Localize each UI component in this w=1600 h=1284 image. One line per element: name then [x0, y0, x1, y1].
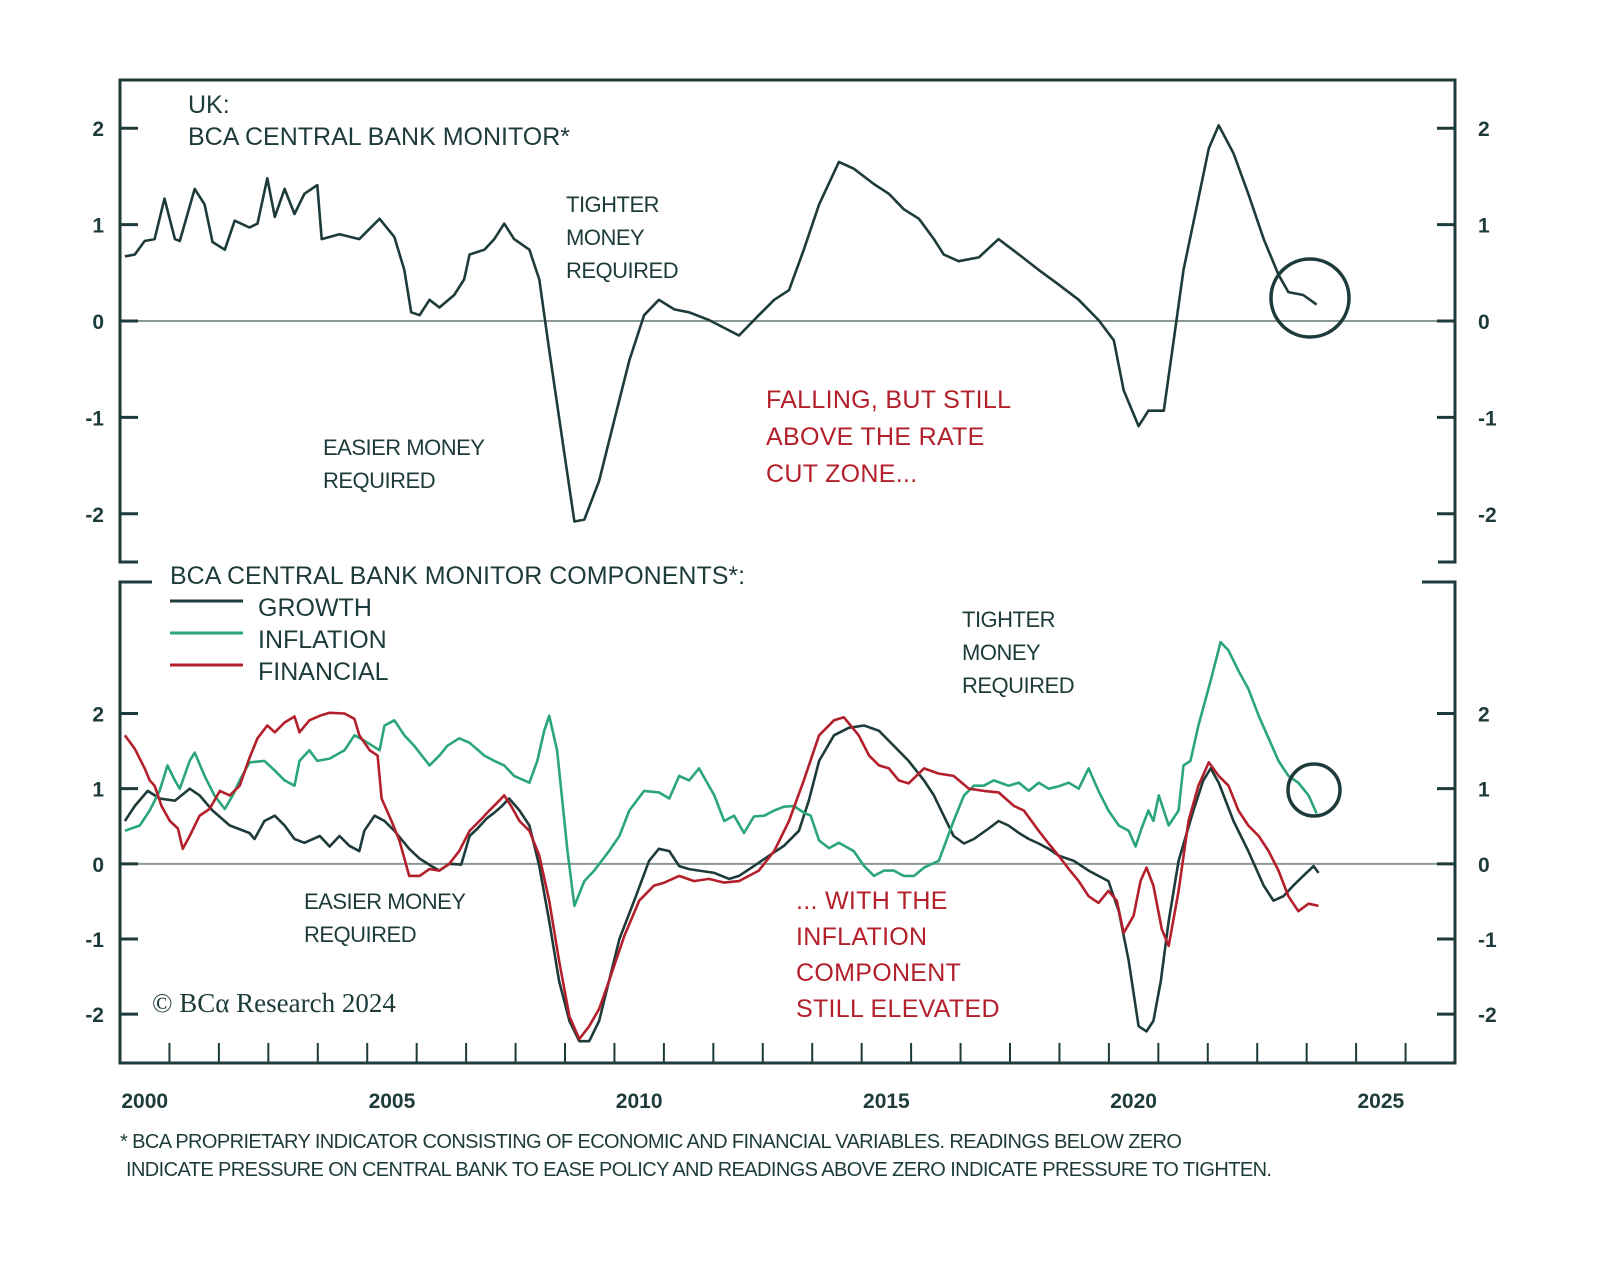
top-easier-label: REQUIRED — [323, 468, 435, 493]
top-left-ytick-label: 1 — [92, 215, 104, 238]
legend-label-growth: GROWTH — [258, 594, 372, 622]
top-red-annotation: CUT ZONE... — [766, 460, 917, 488]
top-right-ytick-label: 2 — [1478, 118, 1490, 141]
bottom-easier-label: EASIER MONEY — [304, 889, 466, 914]
top-tighter-label: MONEY — [566, 225, 645, 250]
bottom-tighter-label: MONEY — [962, 640, 1041, 665]
bottom-tighter-label: TIGHTER — [962, 607, 1055, 632]
top-title-region: UK: — [188, 91, 230, 119]
top-red-annotation: ABOVE THE RATE — [766, 423, 985, 451]
xtick-label: 2005 — [369, 1090, 416, 1113]
top-left-ytick-label: 2 — [92, 118, 104, 141]
top-series-bca-central-bank-monitor — [124, 124, 1318, 523]
top-right-ytick-label: -2 — [1478, 504, 1497, 527]
footnote-line: INDICATE PRESSURE ON CENTRAL BANK TO EAS… — [126, 1159, 1271, 1181]
xtick-label: 2000 — [121, 1090, 168, 1113]
footnote-line: * BCA PROPRIETARY INDICATOR CONSISTING O… — [120, 1131, 1181, 1153]
bottom-left-ytick-label: 0 — [92, 854, 104, 877]
bottom-easier-label: REQUIRED — [304, 922, 416, 947]
bottom-right-ytick-label: -1 — [1478, 929, 1497, 952]
bottom-right-ytick-label: -2 — [1478, 1004, 1497, 1027]
bottom-left-ytick-label: 1 — [92, 779, 104, 802]
bottom-left-ytick-label: -1 — [85, 929, 104, 952]
top-tighter-label: REQUIRED — [566, 258, 678, 283]
bottom-red-annotation: ... WITH THE — [796, 887, 948, 915]
xtick-label: 2010 — [616, 1090, 663, 1113]
top-left-ytick-label: -2 — [85, 504, 104, 527]
top-right-ytick-label: 0 — [1478, 311, 1490, 334]
bottom-tighter-label: REQUIRED — [962, 673, 1074, 698]
top-right-ytick-label: -1 — [1478, 407, 1497, 430]
top-red-annotation: FALLING, BUT STILL — [766, 386, 1011, 414]
legend-label-financial: FINANCIAL — [258, 658, 389, 686]
xtick-label: 2015 — [863, 1090, 910, 1113]
bottom-series-growth — [123, 724, 1320, 1043]
top-panel-frame — [118, 78, 1457, 564]
top-left-ytick-label: -1 — [85, 407, 104, 430]
bottom-right-ytick-label: 2 — [1478, 704, 1490, 727]
top-tighter-label: TIGHTER — [566, 192, 659, 217]
copyright-logo: © BCα Research 2024 — [152, 988, 396, 1018]
bottom-red-annotation: STILL ELEVATED — [796, 995, 1000, 1023]
legend: GROWTH INFLATION FINANCIAL — [170, 594, 389, 686]
xtick-label: 2020 — [1110, 1090, 1157, 1113]
bottom-left-ytick-label: -2 — [85, 1004, 104, 1027]
xtick-label: 2025 — [1357, 1090, 1404, 1113]
bottom-red-annotation: INFLATION — [796, 923, 927, 951]
bottom-left-ytick-label: 2 — [92, 704, 104, 727]
bottom-series-financial — [123, 711, 1319, 1041]
bottom-red-annotation: COMPONENT — [796, 959, 961, 987]
top-left-ytick-label: 0 — [92, 311, 104, 334]
top-highlight-circle — [1269, 257, 1351, 339]
legend-label-inflation: INFLATION — [258, 626, 387, 654]
top-easier-label: EASIER MONEY — [323, 435, 485, 460]
bottom-panel-frame — [118, 580, 1457, 1065]
bottom-series-inflation — [124, 640, 1318, 908]
top-title: BCA CENTRAL BANK MONITOR* — [188, 123, 570, 151]
bottom-right-ytick-label: 0 — [1478, 854, 1490, 877]
bottom-title: BCA CENTRAL BANK MONITOR COMPONENTS*: — [170, 562, 745, 590]
bottom-right-ytick-label: 1 — [1478, 779, 1490, 802]
bottom-highlight-circle — [1286, 762, 1342, 818]
top-right-ytick-label: 1 — [1478, 215, 1490, 238]
